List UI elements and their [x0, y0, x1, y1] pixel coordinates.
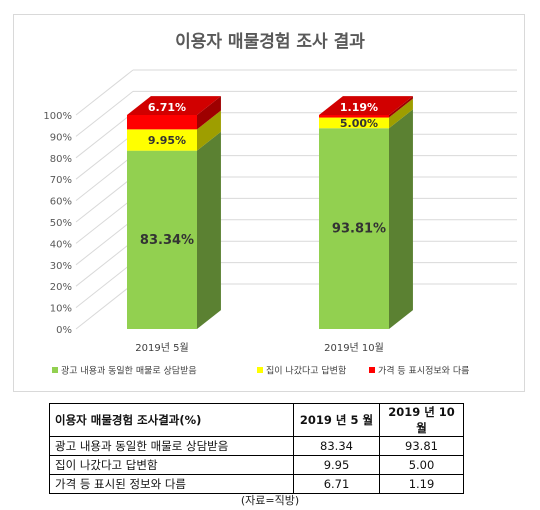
gridline-depth: [75, 133, 134, 180]
gridline-depth: [75, 176, 134, 223]
y-tick-label: 70%: [50, 175, 72, 186]
bar-segment: [127, 129, 197, 151]
bar-segment: [319, 115, 389, 118]
y-tick-label: 100%: [43, 111, 72, 122]
bar-side: [389, 96, 413, 118]
table-header-row: 이용자 매물경험 조사결과(%) 2019 년 5 월 2019 년 10 월: [49, 403, 464, 437]
bar-side: [197, 110, 221, 151]
y-tick-label: 80%: [50, 154, 72, 165]
data-table: 이용자 매물경험 조사결과(%) 2019 년 5 월 2019 년 10 월 …: [49, 403, 464, 494]
bar-side: [389, 98, 413, 129]
bar-side: [389, 109, 413, 329]
legend-label: 집이 나갔다고 답변함: [266, 365, 346, 377]
bar-top: [319, 96, 413, 115]
gridline-depth: [75, 262, 134, 308]
data-label: 9.95%: [148, 134, 186, 147]
table-header-label: 이용자 매물경험 조사결과(%): [49, 403, 294, 437]
gridline-depth: [75, 112, 134, 159]
table-cell-value: 5.00: [379, 455, 464, 475]
bars-layer: [127, 96, 413, 329]
y-tick-label: 30%: [50, 261, 72, 272]
chart-area: 이용자 매물경험 조사 결과 0% 10% 20% 30% 40% 50% 60% 70% 80…: [13, 14, 525, 392]
y-tick-label: 40%: [50, 239, 72, 250]
grid-layer: 0% 10% 20% 30% 40% 50% 60% 70% 80% 90% 100%: [43, 69, 517, 336]
data-label: 1.19%: [340, 101, 378, 114]
table-cell-label: 가격 등 표시된 정보와 다름: [49, 474, 294, 494]
gridline-depth: [75, 240, 134, 287]
bar-top: [127, 96, 221, 115]
bar-side: [197, 131, 221, 329]
legend-swatch: [369, 367, 375, 373]
data-label: 5.00%: [340, 117, 378, 130]
y-tick-label: 20%: [50, 282, 72, 293]
table-header-oct: 2019 년 10 월: [379, 403, 464, 437]
table-cell-value: 6.71: [293, 474, 380, 494]
table-cell-value: 9.95: [293, 455, 380, 475]
legend-swatch: [257, 367, 263, 373]
labels-layer: 83.34% 9.95% 6.71% 2019년 5월 93.81% 5.00% 1.19%…: [135, 101, 386, 354]
y-tick-label: 10%: [50, 304, 72, 315]
y-tick-label: 0%: [56, 325, 72, 336]
table-row: 광고 내용과 동일한 매물로 상담받음 83.34 93.81: [49, 436, 464, 456]
bar-segment: [127, 150, 197, 329]
table-cell-value: 1.19: [379, 474, 464, 494]
gridline-depth: [75, 283, 134, 330]
table-cell-label: 집이 나갔다고 답변함: [49, 455, 294, 475]
legend: 광고 내용과 동일한 매물로 상담받음 집이 나갔다고 답변함 가격 등 표시정보와…: [52, 365, 469, 377]
y-tick-label: 60%: [50, 197, 72, 208]
legend-swatch: [52, 367, 58, 373]
legend-label: 광고 내용과 동일한 매물로 상담받음: [61, 365, 197, 377]
gridline-depth: [75, 155, 134, 201]
y-tick-label: 50%: [50, 218, 72, 229]
stacked-3d-bar-chart: 이용자 매물경험 조사 결과 0% 10% 20% 30% 40% 50% 60% 70% 80…: [43, 31, 517, 377]
data-label: 6.71%: [148, 101, 186, 114]
chart-title: 이용자 매물경험 조사 결과: [175, 31, 365, 52]
table-cell-label: 광고 내용과 동일한 매물로 상담받음: [49, 436, 294, 456]
bar-side: [197, 96, 221, 130]
table-cell-value: 83.34: [293, 436, 380, 456]
gridline-depth: [75, 219, 134, 266]
gridline-depth: [75, 91, 134, 137]
gridline-depth: [75, 69, 134, 116]
source-note: (자료=직방): [240, 494, 300, 507]
bar-segment: [319, 128, 389, 329]
bar-segment: [319, 117, 389, 129]
bar-segment: [127, 115, 197, 130]
category-label: 2019년 5월: [135, 342, 188, 354]
y-tick-label: 90%: [50, 132, 72, 143]
data-label: 83.34%: [140, 233, 194, 248]
table-cell-value: 93.81: [379, 436, 464, 456]
legend-label: 가격 등 표시정보와 다름: [378, 365, 469, 377]
table-row: 가격 등 표시된 정보와 다름 6.71 1.19: [49, 474, 464, 494]
gridline-depth: [75, 198, 134, 244]
category-label: 2019년 10월: [324, 342, 384, 354]
data-label: 93.81%: [332, 222, 386, 237]
table-row: 집이 나갔다고 답변함 9.95 5.00: [49, 455, 464, 475]
table-header-may: 2019 년 5 월: [293, 403, 380, 437]
